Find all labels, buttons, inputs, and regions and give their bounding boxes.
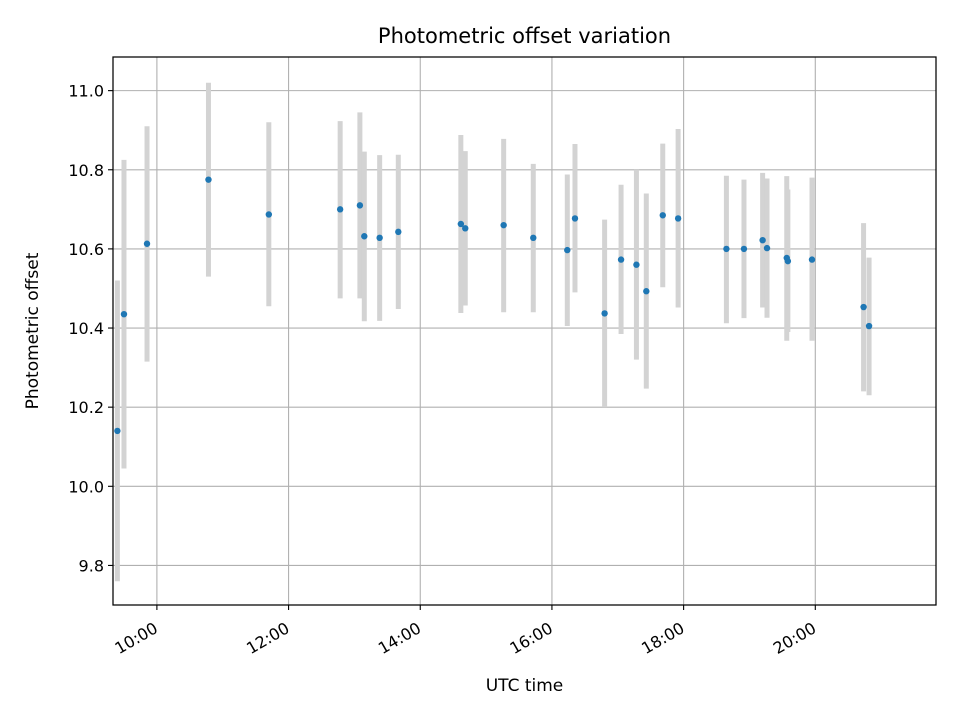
- data-point: [784, 257, 792, 265]
- data-point: [674, 215, 682, 222]
- data-point: [395, 228, 402, 236]
- data-point: [564, 246, 571, 254]
- data-point: [530, 234, 537, 242]
- grid-layer: [113, 57, 936, 605]
- data-point: [571, 215, 579, 222]
- y-tick-label: 9.8: [79, 556, 104, 575]
- data-point: [601, 310, 608, 317]
- data-point: [120, 310, 128, 318]
- y-tick-label: 10.2: [68, 398, 104, 417]
- data-point: [865, 322, 873, 330]
- data-point: [114, 427, 121, 435]
- y-axis-title: Photometric offset: [23, 252, 43, 409]
- y-tick-label: 10.6: [68, 240, 104, 259]
- x-axis-title: UTC time: [486, 676, 564, 696]
- data-point: [361, 233, 368, 240]
- data-point: [643, 288, 650, 295]
- data-point: [457, 220, 465, 228]
- data-point: [633, 261, 640, 268]
- y-tick-label: 11.0: [68, 82, 104, 101]
- data-point: [759, 236, 766, 244]
- data-point: [723, 245, 730, 253]
- data-point: [265, 211, 273, 218]
- data-point: [808, 256, 816, 263]
- data-point: [143, 240, 151, 247]
- y-tick-label: 10.4: [68, 319, 104, 338]
- data-point: [376, 234, 383, 242]
- plot-frame: [112, 56, 937, 606]
- data-point: [659, 212, 666, 219]
- data-point: [740, 245, 748, 253]
- data-point: [860, 303, 867, 311]
- data-point: [205, 176, 212, 183]
- data-point: [462, 225, 469, 232]
- y-tick-label: 10.0: [68, 477, 104, 496]
- data-point: [356, 202, 364, 209]
- data-point: [617, 256, 625, 263]
- chart-title: Photometric offset variation: [378, 24, 671, 48]
- point-layer: [114, 176, 873, 435]
- data-point: [763, 244, 771, 252]
- y-tick-label: 10.8: [68, 161, 104, 180]
- data-point: [500, 221, 507, 229]
- data-point: [336, 206, 344, 213]
